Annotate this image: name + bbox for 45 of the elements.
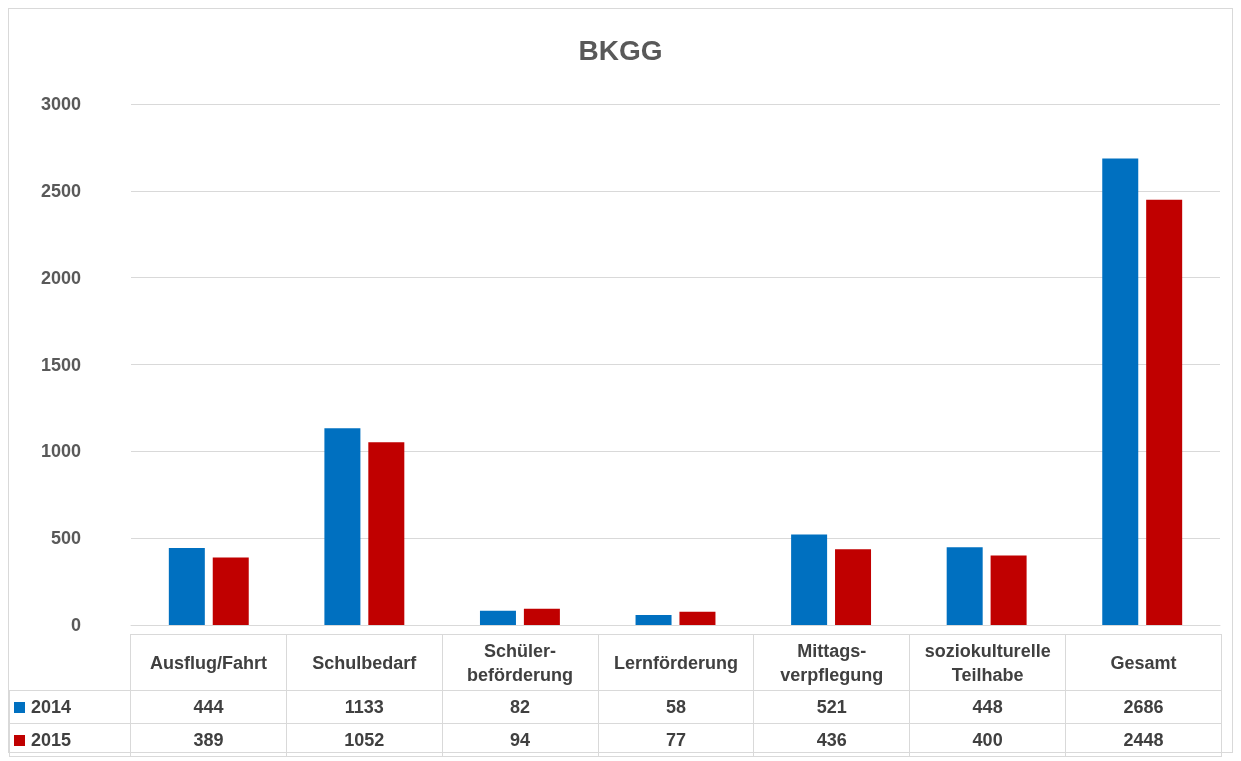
- y-tick-label: 500: [50, 528, 81, 549]
- data-label: 58: [598, 690, 754, 724]
- y-tick-label: 0: [70, 615, 81, 635]
- data-label: 436: [753, 723, 910, 757]
- legend-label: 2014: [9, 690, 131, 724]
- bar: [990, 555, 1027, 625]
- y-tick-label: 2500: [40, 180, 81, 201]
- data-label: 1052: [286, 723, 443, 757]
- bar: [835, 549, 872, 625]
- data-label: 448: [909, 690, 1066, 724]
- bar: [1146, 199, 1183, 625]
- x-tick-label: soziokulturelle Teilhabe: [909, 634, 1066, 691]
- bar: [791, 534, 828, 625]
- x-tick-label: Schulbedarf: [286, 634, 443, 691]
- legend-label: 2015: [9, 723, 131, 757]
- bar: [635, 614, 672, 625]
- bar: [168, 547, 205, 625]
- bar: [368, 442, 405, 625]
- x-tick-label: Gesamt: [1065, 634, 1222, 691]
- y-tick-label: 1500: [40, 354, 81, 375]
- data-label: 444: [130, 690, 287, 724]
- bar: [479, 610, 516, 625]
- data-label: 94: [442, 723, 599, 757]
- x-tick-label: Schüler-beförderung: [442, 634, 599, 691]
- bar: [212, 557, 249, 625]
- x-tick-label: Ausflug/Fahrt: [130, 634, 287, 691]
- y-tick-label: 3000: [40, 94, 81, 114]
- bar: [946, 547, 983, 625]
- data-label: 82: [442, 690, 599, 724]
- y-tick-label: 2000: [40, 267, 81, 288]
- data-label: 1133: [286, 690, 443, 724]
- chart-title: BKGG: [578, 34, 663, 66]
- data-label: 521: [753, 690, 910, 724]
- y-tick-label: 1000: [40, 441, 81, 462]
- bar: [679, 611, 716, 625]
- bar: [1102, 158, 1139, 625]
- bar: [523, 608, 560, 625]
- data-label: 389: [130, 723, 287, 757]
- x-tick-label: Mittags-verpflegung: [753, 634, 910, 691]
- data-label: 2448: [1065, 723, 1222, 757]
- data-label: 77: [598, 723, 754, 757]
- x-tick-label: Lernförderung: [598, 634, 754, 691]
- data-label: 2686: [1065, 690, 1222, 724]
- data-label: 400: [909, 723, 1066, 757]
- bar: [324, 428, 361, 625]
